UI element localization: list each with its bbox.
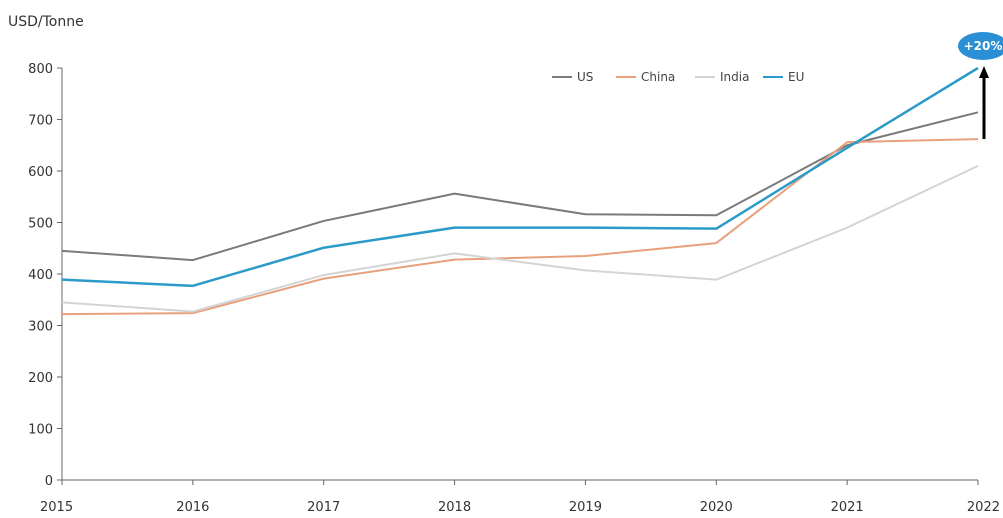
x-tick-label: 2019 <box>569 500 602 515</box>
y-tick-label: 100 <box>28 423 53 438</box>
x-tick-label: 2016 <box>176 500 209 515</box>
x-tick-label: 2015 <box>40 500 73 515</box>
y-axis-title: USD/Tonne <box>8 14 84 30</box>
x-tick-label: 2022 <box>967 500 1000 515</box>
series-line-india <box>61 164 979 313</box>
increase-annotation: +20% <box>958 32 1003 140</box>
series-line-eu <box>61 66 979 288</box>
series-line-us <box>61 111 979 262</box>
y-tick-label: 400 <box>28 268 53 283</box>
increase-badge-label: +20% <box>964 39 1003 53</box>
y-tick-label: 300 <box>28 320 53 335</box>
increase-badge <box>958 32 1003 60</box>
y-tick-label: 600 <box>28 165 53 180</box>
increase-arrowhead <box>979 66 989 78</box>
legend-label-eu: EU <box>788 70 804 84</box>
series-line-china <box>61 138 979 316</box>
axes <box>61 68 978 481</box>
series-lines <box>61 66 979 316</box>
x-axis-ticks: 2015 2016 2017 2018 2019 2020 2021 2022 <box>40 480 1000 515</box>
y-tick-label: 500 <box>28 217 53 232</box>
legend-label-us: US <box>577 70 593 84</box>
x-tick-label: 2018 <box>438 500 471 515</box>
y-axis-ticks: 0 100 200 300 400 500 600 700 800 <box>28 62 62 489</box>
y-tick-label: 700 <box>28 114 53 129</box>
legend: US China India EU <box>552 70 804 84</box>
legend-label-india: India <box>720 70 749 84</box>
x-tick-label: 2021 <box>831 500 864 515</box>
y-tick-label: 200 <box>28 371 53 386</box>
x-tick-label: 2020 <box>700 500 733 515</box>
x-tick-label: 2017 <box>307 500 340 515</box>
legend-label-china: China <box>641 70 675 84</box>
y-tick-label: 800 <box>28 62 53 77</box>
y-tick-label: 0 <box>45 474 53 489</box>
